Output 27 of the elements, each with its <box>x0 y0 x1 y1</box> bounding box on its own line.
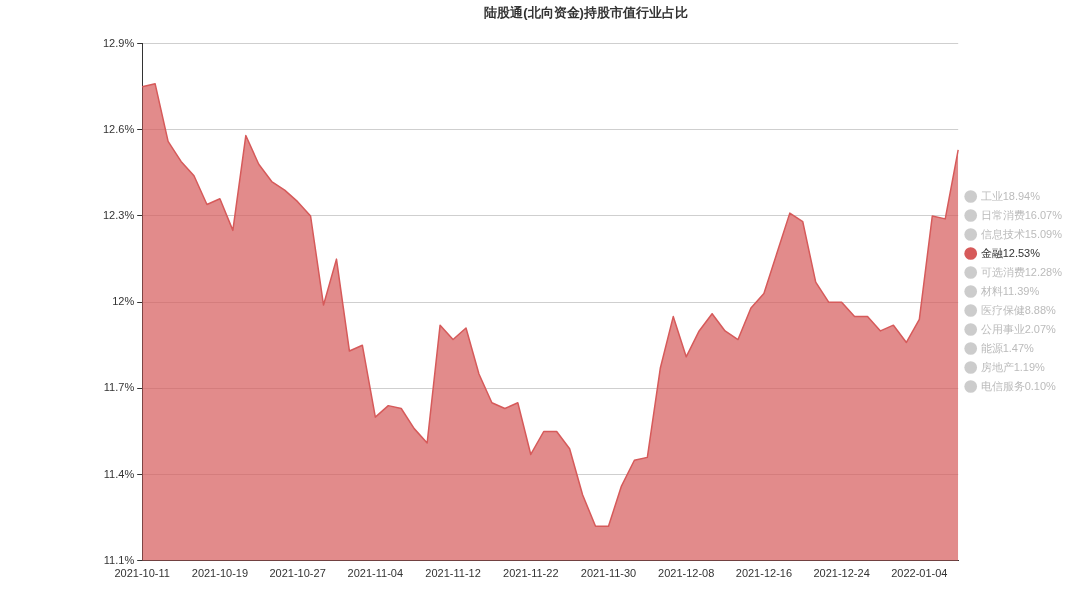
legend-label: 信息技术15.09% <box>980 227 1063 240</box>
legend-label: 医疗保健8.88% <box>980 303 1057 316</box>
x-tick-label: 2021-10-11 <box>114 567 170 580</box>
legend-label: 金融12.53% <box>980 246 1041 259</box>
legend-label: 材料11.39% <box>979 284 1040 297</box>
y-tick-label: 11.7% <box>103 381 135 394</box>
y-tick-label: 12% <box>112 295 135 308</box>
y-tick-label: 12.9% <box>102 36 135 49</box>
chart-title: 陆股通(北向资金)持股市值行业占比 <box>484 5 688 21</box>
legend-label: 公用事业2.07% <box>980 322 1057 335</box>
legend-label: 房地产1.19% <box>980 360 1046 373</box>
legend-label: 电信服务0.10% <box>980 379 1057 392</box>
x-tick-label: 2021-10-27 <box>269 567 326 580</box>
x-tick-label: 2021-10-19 <box>191 567 249 580</box>
x-tick-label: 2021-11-22 <box>503 567 559 580</box>
x-tick-label: 2021-12-24 <box>813 567 870 580</box>
legend-label: 能源1.47% <box>980 341 1035 354</box>
x-tick-label: 2021-12-08 <box>658 567 715 580</box>
x-tick-label: 2022-01-04 <box>891 567 948 580</box>
y-tick-label: 12.3% <box>102 209 135 222</box>
x-tick-label: 2021-11-30 <box>580 567 637 580</box>
y-tick-label: 11.1% <box>103 553 135 566</box>
x-tick-label: 2021-11-12 <box>425 567 481 580</box>
y-tick-label: 11.4% <box>103 467 135 480</box>
x-tick-label: 2021-12-16 <box>735 567 793 580</box>
y-tick-label: 12.6% <box>102 122 135 135</box>
x-tick-label: 2021-11-04 <box>347 567 404 580</box>
